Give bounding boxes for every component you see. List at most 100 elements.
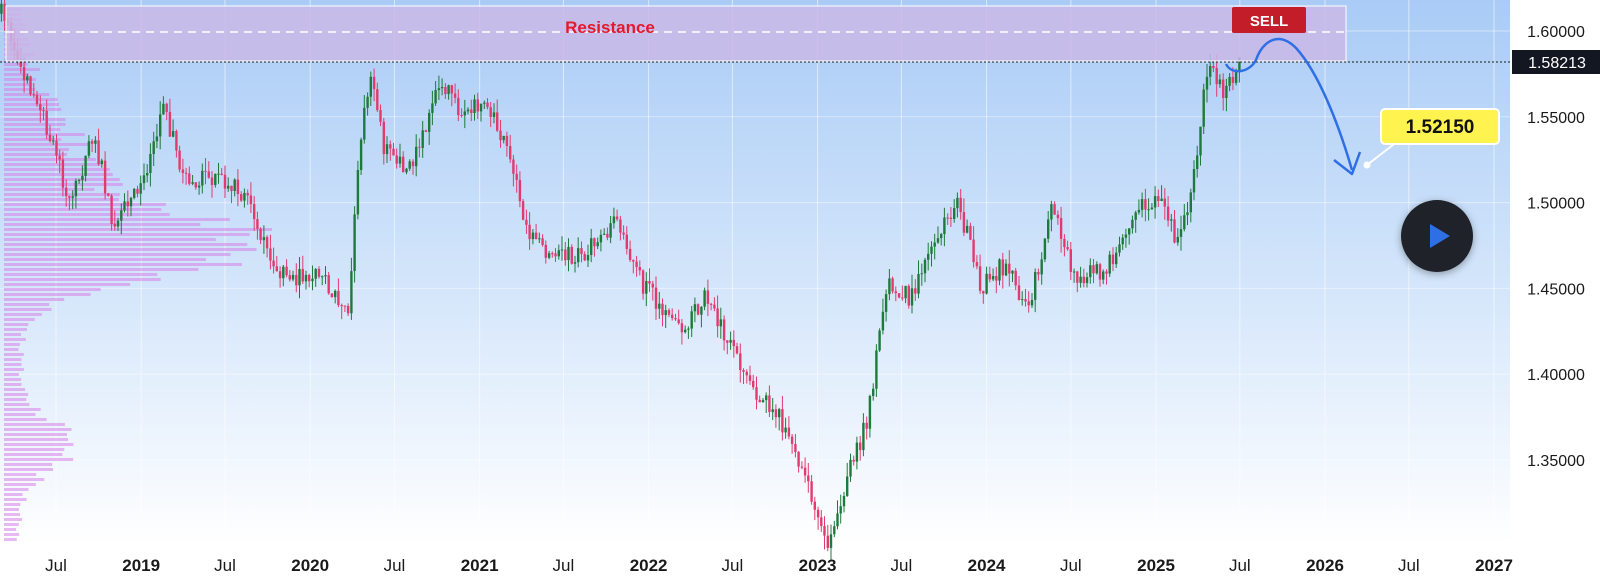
candle-body xyxy=(81,175,84,181)
candle-body xyxy=(1222,79,1225,98)
candle-body xyxy=(411,161,415,167)
candle-body xyxy=(953,208,956,219)
candle-body xyxy=(230,185,233,191)
candle-body xyxy=(1053,204,1056,215)
candle-body xyxy=(220,173,223,175)
current-price-marker: 1.58213 xyxy=(1512,50,1600,74)
candle-body xyxy=(881,311,885,331)
candle-body xyxy=(431,103,434,113)
candle-body xyxy=(868,396,872,429)
candle-body xyxy=(120,210,123,221)
candle-body xyxy=(567,246,570,261)
profile-bar xyxy=(4,193,120,196)
candle-body xyxy=(709,303,713,305)
candle-body xyxy=(103,160,107,194)
profile-bar xyxy=(4,243,248,246)
candle-body xyxy=(671,314,674,319)
candle-body xyxy=(1008,263,1011,274)
profile-bar xyxy=(4,528,17,531)
play-button[interactable] xyxy=(1401,200,1473,272)
candle-body xyxy=(768,395,771,412)
candle-body xyxy=(1170,219,1173,221)
x-tick-label: Jul xyxy=(45,556,67,575)
candle-body xyxy=(1234,71,1238,83)
candle-body xyxy=(946,217,949,219)
candle-body xyxy=(755,387,758,400)
candle-body xyxy=(97,140,100,165)
candle-body xyxy=(732,339,735,347)
profile-bar xyxy=(4,158,96,161)
target-anchor-dot xyxy=(1363,161,1371,169)
candle-body xyxy=(1021,299,1024,301)
candle-body xyxy=(820,517,823,527)
candle-body xyxy=(748,375,752,381)
candle-body xyxy=(356,170,360,215)
resistance-zone-box xyxy=(5,5,1347,62)
profile-bar xyxy=(4,163,101,166)
candle-body xyxy=(1082,276,1085,284)
projection-arrowhead xyxy=(1333,151,1362,176)
candle-body xyxy=(343,305,347,307)
candle-body xyxy=(1150,207,1154,210)
x-tick-label: Jul xyxy=(1398,556,1420,575)
profile-bar xyxy=(4,93,50,96)
candle-body xyxy=(142,175,146,184)
candle-body xyxy=(1111,254,1115,265)
candle-body xyxy=(45,110,48,135)
candle-body xyxy=(612,216,616,224)
candle-body xyxy=(262,237,266,241)
resistance-zone[interactable]: Resistance xyxy=(5,5,1347,62)
candle-body xyxy=(761,400,765,403)
candle-body xyxy=(823,526,826,536)
candle-body xyxy=(1066,247,1069,250)
y-tick-label: 1.45000 xyxy=(1527,281,1585,298)
candle-body xyxy=(978,266,982,291)
target-badge[interactable]: 1.52150 xyxy=(1363,108,1500,169)
candle-body xyxy=(914,288,917,294)
candle-body xyxy=(1163,198,1166,207)
candle-body xyxy=(330,293,334,298)
candle-body xyxy=(1215,68,1218,85)
candle-body xyxy=(376,89,379,111)
candle-body xyxy=(875,350,878,389)
profile-bar xyxy=(4,283,131,286)
candle-body xyxy=(324,275,327,277)
profile-bar xyxy=(4,118,66,121)
candle-body xyxy=(402,156,405,173)
candle-body xyxy=(463,111,466,116)
candle-body xyxy=(859,442,862,451)
candle-body xyxy=(479,103,483,112)
candle-body xyxy=(959,197,962,213)
candle-body xyxy=(667,310,671,315)
candle-body xyxy=(716,308,719,327)
candle-body xyxy=(765,395,768,401)
candle-body xyxy=(829,534,833,548)
candle-body xyxy=(920,273,923,275)
sell-badge[interactable]: SELL xyxy=(1232,7,1306,33)
candle-body xyxy=(366,96,369,108)
candle-body xyxy=(304,274,308,282)
profile-bar xyxy=(4,303,50,306)
candle-body xyxy=(1192,169,1196,193)
candle-body xyxy=(538,238,541,240)
profile-bar xyxy=(4,328,27,331)
candle-body xyxy=(152,141,155,154)
profile-bar xyxy=(4,88,36,91)
candle-body xyxy=(1124,234,1128,238)
candle-body xyxy=(1076,271,1079,283)
candle-body xyxy=(1238,57,1241,72)
profile-bar xyxy=(4,153,67,156)
profile-bar xyxy=(4,223,201,226)
profile-bar xyxy=(4,258,206,261)
candle-body xyxy=(862,422,865,451)
candle-body xyxy=(162,103,165,115)
x-tick-label: 2024 xyxy=(968,556,1006,575)
profile-bar xyxy=(4,63,28,66)
candle-body xyxy=(833,526,836,535)
candle-body xyxy=(1121,237,1124,245)
candle-body xyxy=(61,159,65,188)
candle-body xyxy=(800,466,804,468)
candle-body xyxy=(544,244,547,258)
x-tick-label: 2023 xyxy=(799,556,837,575)
